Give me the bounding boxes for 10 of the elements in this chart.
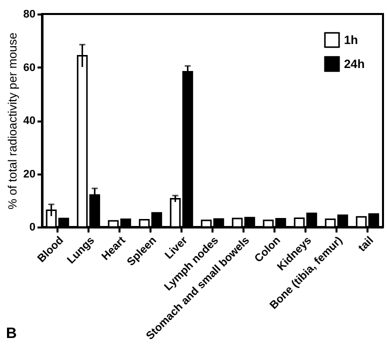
y-tick-label: 60 [23,62,36,74]
y-tick-label: 0 [29,222,36,234]
x-tick-label: tail [356,234,376,254]
y-tick-label: 20 [23,168,36,180]
y-tick-label: 80 [23,8,36,20]
legend-label: 1h [344,33,358,47]
legend-label: 24h [344,57,365,71]
text: B [6,325,17,342]
y-axis-title: % of total radioactivity per mouse [5,32,20,210]
y-tick-label: 40 [23,115,36,127]
